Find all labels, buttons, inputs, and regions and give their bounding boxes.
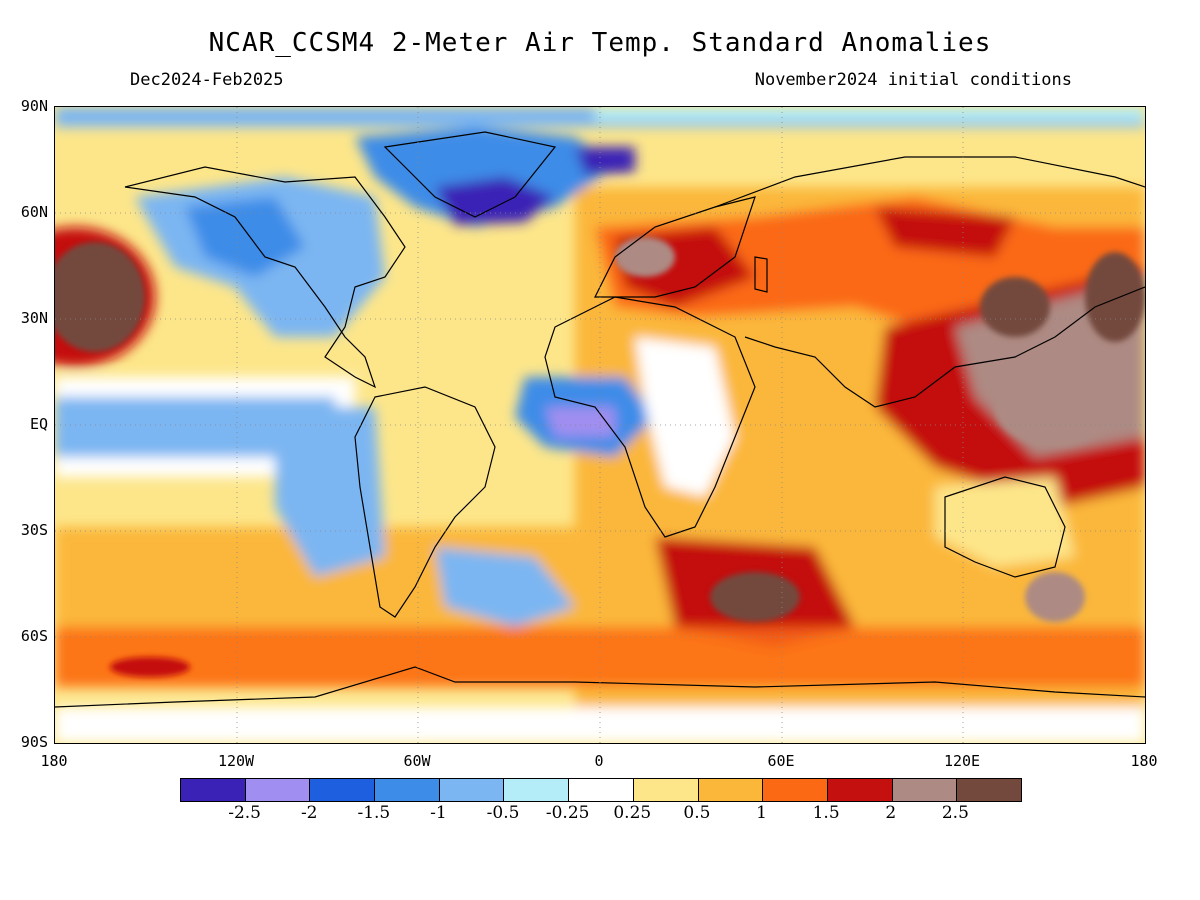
lon-label-120w: 120W [217, 752, 255, 770]
lat-label-30n: 30N [20, 309, 48, 327]
anomaly-field [55, 107, 1145, 743]
colorbar-swatch [245, 779, 311, 801]
colorbar-tick-label: -2.5 [228, 803, 261, 823]
colorbar [180, 778, 1022, 802]
graticule [55, 107, 1145, 743]
lon-label-180e: 180 [1130, 752, 1158, 770]
colorbar-swatch [827, 779, 893, 801]
lon-label-120e: 120E [943, 752, 981, 770]
colorbar-swatch [375, 779, 440, 801]
colorbar-swatch [504, 779, 570, 801]
lon-label-0: 0 [594, 752, 604, 770]
coastlines [55, 131, 1145, 708]
lat-label-60s: 60S [20, 627, 48, 645]
anomaly-map [54, 106, 1146, 744]
colorbar-tick-label: 0.5 [683, 803, 711, 823]
lat-label-90s: 90S [20, 733, 48, 751]
colorbar-tick-label: 1 [756, 803, 767, 823]
colorbar-swatch [181, 779, 246, 801]
colorbar-swatch [633, 779, 699, 801]
colorbar-swatch [439, 779, 505, 801]
lat-label-60n: 60N [20, 203, 48, 221]
lon-label-60w: 60W [403, 752, 431, 770]
colorbar-tick-label: 2.5 [941, 803, 969, 823]
colorbar-tick-label: -1 [430, 803, 447, 823]
colorbar-tick-label: 0.25 [613, 803, 652, 823]
colorbar-swatch [569, 779, 634, 801]
colorbar-swatch [310, 779, 376, 801]
lat-label-30s: 30S [20, 521, 48, 539]
lat-label-90n: 90N [20, 97, 48, 115]
lon-label-180w: 180 [40, 752, 68, 770]
colorbar-tick-label: -0.25 [545, 803, 590, 823]
colorbar-tick-label: 2 [885, 803, 897, 823]
lon-label-60e: 60E [767, 752, 795, 770]
colorbar-swatch [763, 779, 828, 801]
colorbar-tick-label: -1.5 [357, 803, 391, 823]
colorbar-swatch [698, 779, 764, 801]
colorbar-swatch [892, 779, 958, 801]
map-title: NCAR_CCSM4 2-Meter Air Temp. Standard An… [208, 28, 992, 58]
colorbar-tick-label: -0.5 [486, 803, 520, 823]
colorbar-tick-label: -2 [300, 803, 318, 823]
season-label: Dec2024-Feb2025 [130, 70, 284, 90]
colorbar-tick-label: 1.5 [812, 803, 840, 823]
lat-label-eq: EQ [29, 415, 48, 433]
initial-conditions-label: November2024 initial conditions [754, 70, 1072, 90]
colorbar-swatch [957, 779, 1021, 801]
